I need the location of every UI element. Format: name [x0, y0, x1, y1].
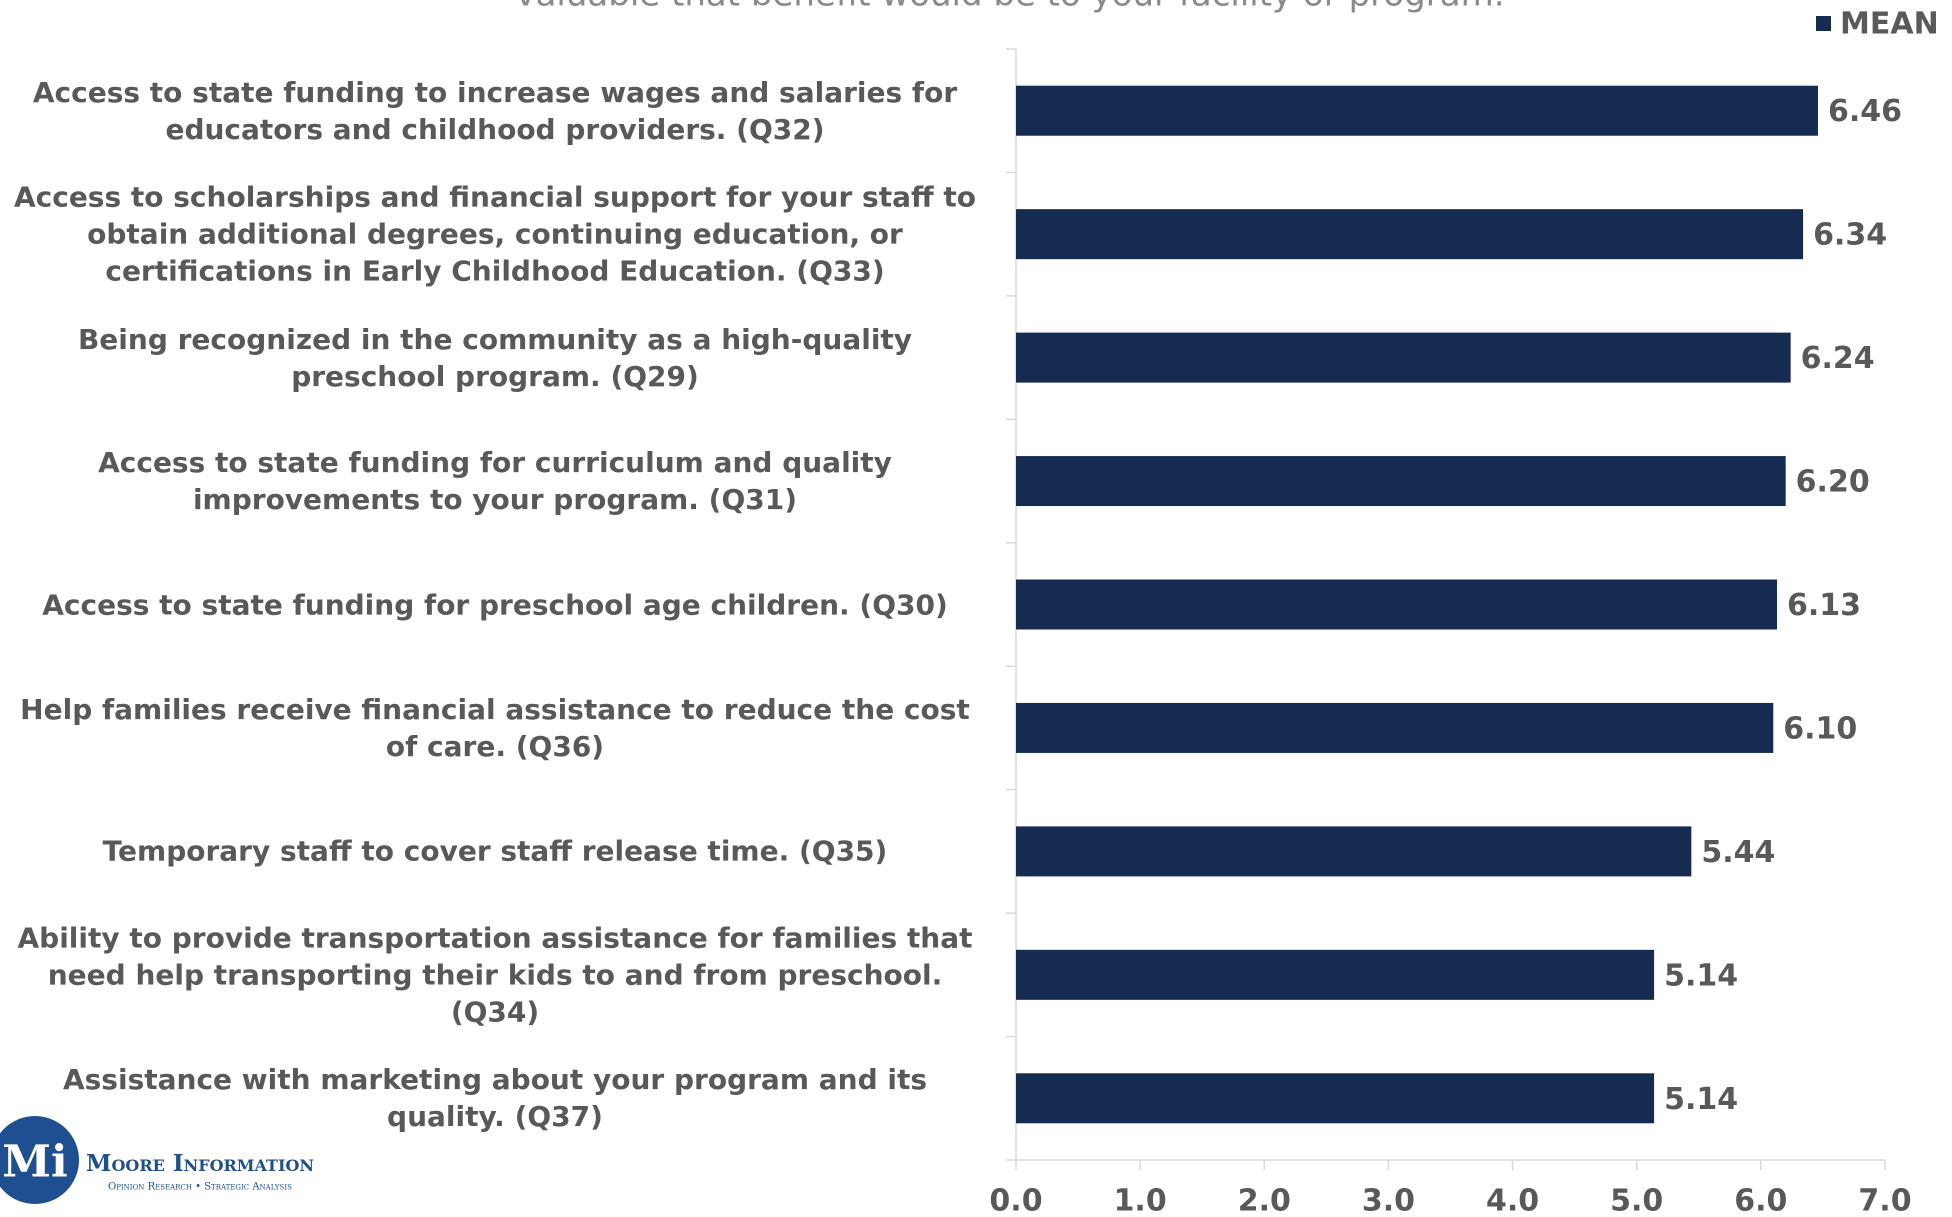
bar: [1016, 209, 1804, 260]
category-label: Access to state funding to increase wage…: [32, 75, 958, 146]
value-label: 6.46: [1828, 94, 1902, 129]
x-tick-label: 7.0: [1858, 1184, 1911, 1217]
logo-name: Moore Information: [86, 1150, 314, 1177]
chart-title: valuable that benefit would be to your f…: [515, 0, 1504, 15]
value-label: 6.34: [1813, 218, 1887, 253]
logo-graphic: Mi Moore Information Opinion Research • …: [0, 1116, 314, 1204]
category-label: Access to state funding for curriculum a…: [98, 446, 892, 517]
value-label: 5.44: [1701, 835, 1775, 870]
x-tick-label: 6.0: [1734, 1184, 1787, 1217]
bar: [1016, 85, 1818, 136]
legend-swatch: [1816, 16, 1831, 31]
bar: [1016, 1073, 1655, 1124]
bar: [1016, 702, 1774, 753]
category-label: Access to scholarships and financial sup…: [13, 180, 977, 288]
category-label: Help families receive financial assistan…: [20, 692, 970, 763]
logo-circle: [0, 1116, 79, 1204]
value-label: 6.20: [1796, 465, 1870, 500]
logo: Mi Moore Information Opinion Research • …: [0, 1115, 340, 1210]
x-tick-label: 0.0: [989, 1184, 1042, 1217]
value-label: 5.14: [1664, 958, 1738, 993]
legend-label: MEAN: [1840, 7, 1939, 42]
x-tick-label: 2.0: [1238, 1184, 1291, 1217]
category-label: Temporary staff to cover staff release t…: [102, 834, 888, 868]
value-label: 6.24: [1801, 341, 1875, 376]
x-tick-label: 5.0: [1610, 1184, 1663, 1217]
category-label: Access to state funding for preschool ag…: [42, 588, 948, 621]
bar: [1016, 826, 1692, 877]
bar: [1016, 332, 1791, 383]
category-label: Ability to provide transportation assist…: [17, 921, 973, 1029]
logo-mark: Mi: [2, 1137, 67, 1188]
logo-tagline: Opinion Research • Strategic Analysis: [108, 1182, 292, 1193]
x-tick-label: 1.0: [1114, 1184, 1167, 1217]
x-tick-label: 3.0: [1362, 1184, 1415, 1217]
value-label: 6.10: [1783, 711, 1857, 746]
bar: [1016, 456, 1786, 507]
category-label: Being recognized in the community as a h…: [77, 322, 913, 393]
bar: [1016, 949, 1655, 1000]
category-label: Assistance with marketing about your pro…: [62, 1063, 928, 1134]
value-label: 5.14: [1664, 1082, 1738, 1117]
value-label: 6.13: [1787, 588, 1861, 623]
bar: [1016, 579, 1777, 630]
x-tick-label: 4.0: [1486, 1184, 1539, 1217]
